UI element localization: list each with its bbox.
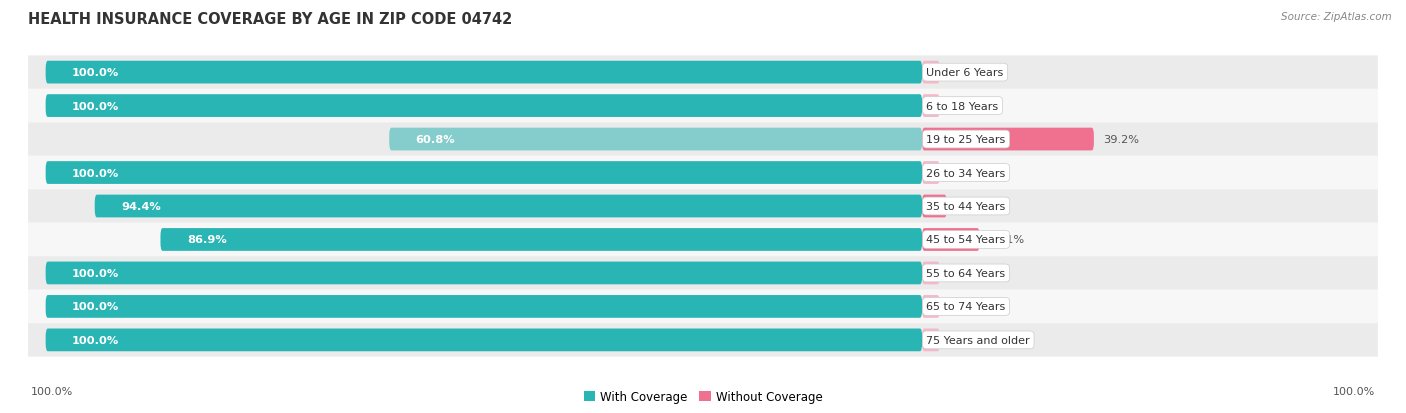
FancyBboxPatch shape <box>28 290 1378 323</box>
Text: HEALTH INSURANCE COVERAGE BY AGE IN ZIP CODE 04742: HEALTH INSURANCE COVERAGE BY AGE IN ZIP … <box>28 12 512 27</box>
FancyBboxPatch shape <box>28 90 1378 123</box>
FancyBboxPatch shape <box>160 228 922 251</box>
Text: 0.0%: 0.0% <box>949 301 977 312</box>
Text: 75 Years and older: 75 Years and older <box>927 335 1031 345</box>
FancyBboxPatch shape <box>922 162 939 185</box>
FancyBboxPatch shape <box>28 123 1378 157</box>
Text: 13.1%: 13.1% <box>988 235 1025 245</box>
Text: 100.0%: 100.0% <box>72 68 120 78</box>
FancyBboxPatch shape <box>28 190 1378 223</box>
FancyBboxPatch shape <box>922 262 939 285</box>
Text: 0.0%: 0.0% <box>949 335 977 345</box>
Text: 65 to 74 Years: 65 to 74 Years <box>927 301 1005 312</box>
Text: Under 6 Years: Under 6 Years <box>927 68 1004 78</box>
Text: 45 to 54 Years: 45 to 54 Years <box>927 235 1005 245</box>
Text: 100.0%: 100.0% <box>31 387 73 396</box>
Text: Source: ZipAtlas.com: Source: ZipAtlas.com <box>1281 12 1392 22</box>
FancyBboxPatch shape <box>45 329 922 351</box>
Text: 100.0%: 100.0% <box>1333 387 1375 396</box>
Legend: With Coverage, Without Coverage: With Coverage, Without Coverage <box>583 390 823 403</box>
FancyBboxPatch shape <box>922 95 939 118</box>
Text: 100.0%: 100.0% <box>72 301 120 312</box>
Text: 100.0%: 100.0% <box>72 335 120 345</box>
Text: 0.0%: 0.0% <box>949 101 977 112</box>
FancyBboxPatch shape <box>28 56 1378 90</box>
Text: 0.0%: 0.0% <box>949 68 977 78</box>
Text: 55 to 64 Years: 55 to 64 Years <box>927 268 1005 278</box>
Text: 100.0%: 100.0% <box>72 268 120 278</box>
FancyBboxPatch shape <box>94 195 922 218</box>
Text: 86.9%: 86.9% <box>187 235 226 245</box>
FancyBboxPatch shape <box>389 128 922 151</box>
FancyBboxPatch shape <box>922 295 939 318</box>
FancyBboxPatch shape <box>45 95 922 118</box>
Text: 39.2%: 39.2% <box>1102 135 1139 145</box>
FancyBboxPatch shape <box>922 329 939 351</box>
Text: 94.4%: 94.4% <box>121 202 160 211</box>
FancyBboxPatch shape <box>922 195 946 218</box>
FancyBboxPatch shape <box>28 157 1378 190</box>
FancyBboxPatch shape <box>45 162 922 185</box>
Text: 5.6%: 5.6% <box>956 202 984 211</box>
Text: 26 to 34 Years: 26 to 34 Years <box>927 168 1005 178</box>
FancyBboxPatch shape <box>922 228 980 251</box>
FancyBboxPatch shape <box>45 62 922 84</box>
Text: 100.0%: 100.0% <box>72 101 120 112</box>
FancyBboxPatch shape <box>922 62 939 84</box>
Text: 0.0%: 0.0% <box>949 168 977 178</box>
FancyBboxPatch shape <box>28 256 1378 290</box>
Text: 35 to 44 Years: 35 to 44 Years <box>927 202 1005 211</box>
Text: 19 to 25 Years: 19 to 25 Years <box>927 135 1005 145</box>
FancyBboxPatch shape <box>28 223 1378 256</box>
Text: 6 to 18 Years: 6 to 18 Years <box>927 101 998 112</box>
FancyBboxPatch shape <box>922 128 1094 151</box>
Text: 0.0%: 0.0% <box>949 268 977 278</box>
FancyBboxPatch shape <box>45 262 922 285</box>
FancyBboxPatch shape <box>28 323 1378 357</box>
FancyBboxPatch shape <box>45 295 922 318</box>
Text: 100.0%: 100.0% <box>72 168 120 178</box>
Text: 60.8%: 60.8% <box>416 135 456 145</box>
